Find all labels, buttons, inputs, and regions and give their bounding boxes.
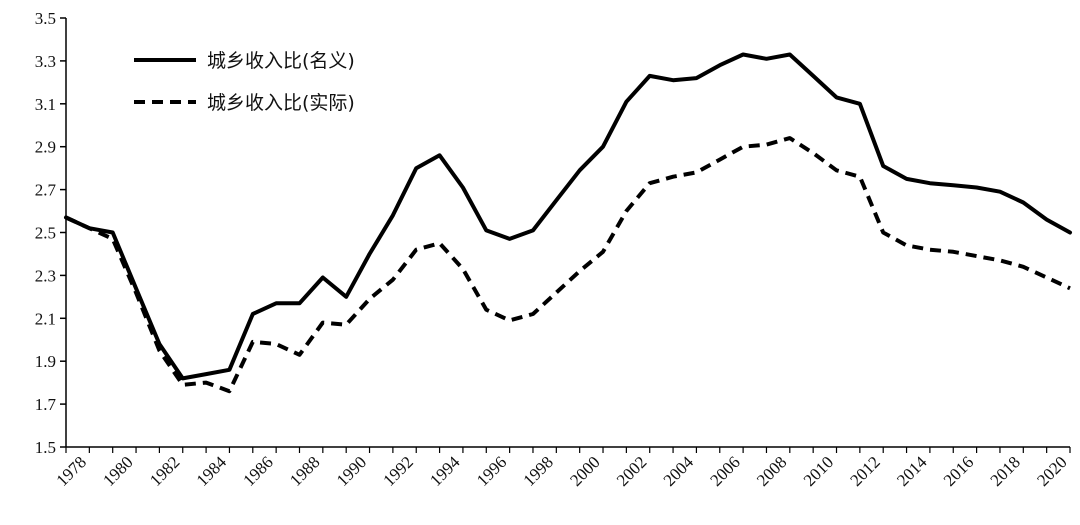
x-tick-label: 1990 xyxy=(333,452,370,489)
x-tick-label: 1984 xyxy=(193,452,231,490)
y-tick-label: 2.3 xyxy=(35,266,56,285)
y-tick-label: 1.9 xyxy=(35,352,56,371)
x-tick-label: 2006 xyxy=(706,452,743,489)
y-tick-label: 3.3 xyxy=(35,52,56,71)
x-tick-label: 2010 xyxy=(800,452,837,489)
legend-label-1: 城乡收入比(名义) xyxy=(207,50,355,72)
x-tick-label: 1978 xyxy=(53,452,90,489)
x-tick-label: 2014 xyxy=(893,452,931,490)
x-tick-label: 2002 xyxy=(613,452,650,489)
y-tick-label: 2.1 xyxy=(35,309,56,328)
x-tick-label: 1988 xyxy=(286,452,323,489)
legend-label-2: 城乡收入比(实际) xyxy=(207,92,355,114)
series-line-1 xyxy=(64,52,1072,381)
x-tick-label: 1980 xyxy=(99,452,136,489)
y-tick-label: 1.7 xyxy=(35,395,57,414)
y-tick-label: 3.1 xyxy=(35,95,56,114)
x-tick-label: 1986 xyxy=(239,452,276,489)
y-tick-label: 3.5 xyxy=(35,9,56,28)
x-tick-label: 1982 xyxy=(146,452,183,489)
series-group xyxy=(64,52,1072,394)
y-tick-label: 2.9 xyxy=(35,138,56,157)
x-tick-label: 2008 xyxy=(753,452,790,489)
x-tick-label: 1996 xyxy=(473,452,510,489)
x-tick-label: 2012 xyxy=(846,452,883,489)
y-tick-label: 2.7 xyxy=(35,181,57,200)
legend: 城乡收入比(名义) 城乡收入比(实际) xyxy=(134,50,355,114)
x-tick-label: 2020 xyxy=(1033,452,1070,489)
y-tick-label: 2.5 xyxy=(35,224,56,243)
x-tick-label: 1998 xyxy=(520,452,557,489)
y-tick-label: 1.5 xyxy=(35,438,56,457)
x-tick-label: 2000 xyxy=(566,452,603,489)
x-tick-label: 2018 xyxy=(987,452,1024,489)
series-line-2 xyxy=(65,136,1071,394)
x-tick-label: 1994 xyxy=(426,452,464,490)
x-tick-label: 2004 xyxy=(660,452,698,490)
x-tick-label: 2016 xyxy=(940,452,977,489)
x-tick-label: 1992 xyxy=(379,452,416,489)
